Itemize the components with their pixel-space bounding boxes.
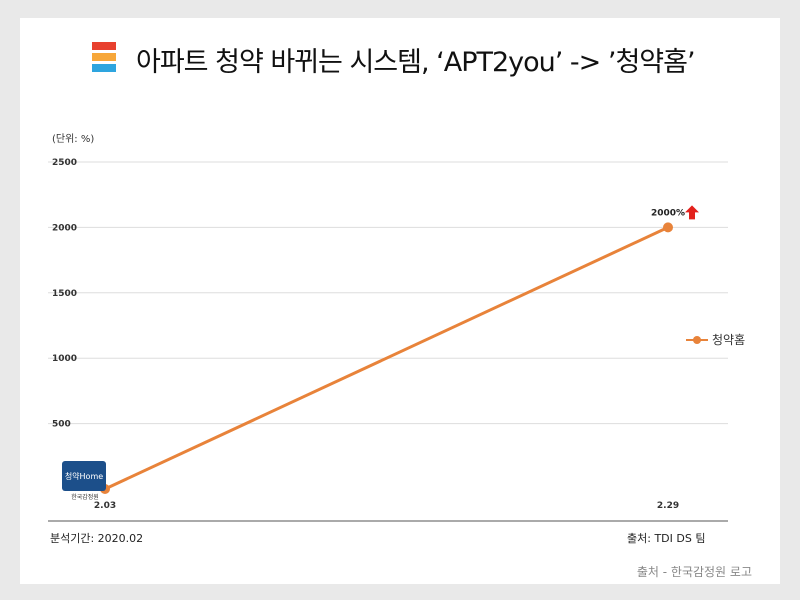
legend-marker-icon [686,335,708,345]
source-label: 출처: TDI DS 팀 [627,532,706,545]
up-arrow-icon [685,205,699,220]
x-tick-2.03: 2.03 [94,501,116,511]
legend-label: 청약홈 [712,333,746,347]
chart-card [20,18,780,584]
logo-bar-blue [92,64,116,72]
y-tick-labels: 500 1000 1500 2000 2500 [52,158,77,430]
y-tick-2000: 2000 [52,223,77,233]
y-tick-1000: 1000 [52,354,77,364]
chungyak-home-logo: 청약Home [62,461,106,491]
chart-title: 아파트 청약 바뀌는 시스템, ‘APT2you’ -> ’청약홈’ [136,47,696,78]
y-tick-500: 500 [52,420,71,430]
series-line-청약홈 [104,226,669,491]
data-label-2000: 2000% [651,208,685,218]
logo-subtext: 한국감정원 [71,494,99,501]
gridlines [48,161,728,425]
x-tick-labels: 2.03 2.29 [94,501,679,511]
logo-bar-orange [92,53,116,61]
x-tick-2.29: 2.29 [657,501,679,511]
y-tick-2500: 2500 [52,158,77,168]
title-logo-icon [92,42,116,75]
unit-label: (단위: %) [52,134,95,145]
data-point-2.29 [663,222,673,233]
y-tick-1500: 1500 [52,289,77,299]
image-credit: 출처 - 한국감정원 로고 [636,565,752,579]
analysis-period: 분석기간: 2020.02 [50,532,144,545]
logo-bar-red [92,42,116,50]
legend: 청약홈 [686,331,745,348]
